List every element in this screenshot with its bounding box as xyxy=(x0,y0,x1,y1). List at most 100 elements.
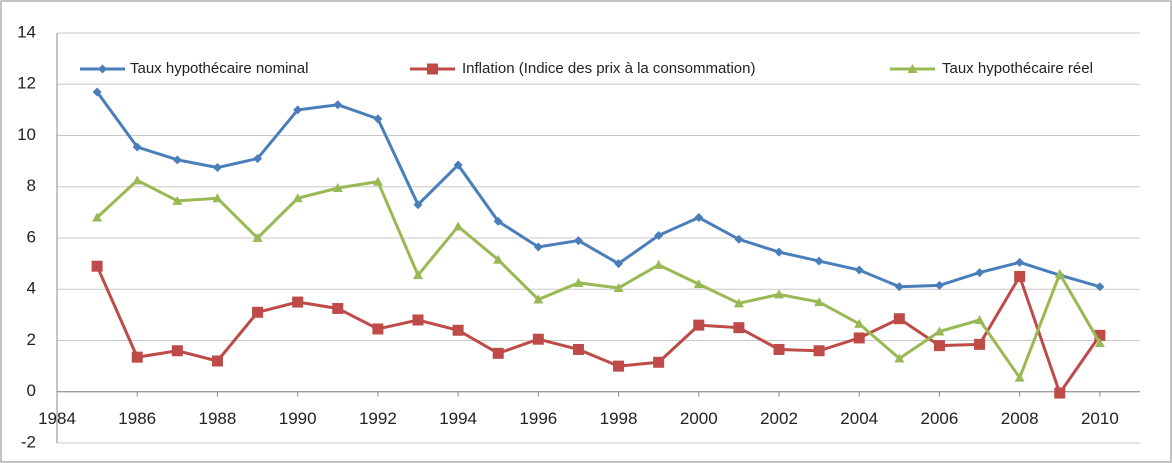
marker xyxy=(893,313,905,325)
marker xyxy=(493,254,504,264)
marker xyxy=(533,294,544,304)
marker xyxy=(814,297,825,307)
marker xyxy=(333,100,343,110)
marker xyxy=(172,155,182,165)
marker xyxy=(1094,329,1106,341)
marker xyxy=(1054,268,1065,278)
x-tick-label: 1996 xyxy=(519,409,557,428)
marker xyxy=(572,343,584,355)
marker xyxy=(934,326,945,336)
y-tick-label: -2 xyxy=(21,432,36,451)
y-tick-label: 0 xyxy=(27,381,36,400)
marker xyxy=(452,324,464,336)
marker xyxy=(813,345,825,357)
marker xyxy=(532,333,544,345)
marker xyxy=(252,233,263,242)
y-tick-label: 4 xyxy=(27,279,36,298)
x-tick-label: 2004 xyxy=(840,409,878,428)
marker xyxy=(293,105,303,115)
y-tick-label: 6 xyxy=(27,227,36,246)
marker xyxy=(413,200,423,210)
marker xyxy=(212,193,223,203)
marker xyxy=(774,247,784,257)
marker xyxy=(854,318,865,328)
x-tick-label: 1990 xyxy=(279,409,317,428)
marker xyxy=(1015,257,1025,267)
legend: Taux hypothécaire nominal Inflation (Ind… xyxy=(80,60,1093,77)
series-line xyxy=(95,91,1101,289)
marker xyxy=(413,270,423,280)
marker xyxy=(91,260,103,272)
series-line xyxy=(95,265,1102,397)
y-tick-label: 14 xyxy=(17,22,36,41)
marker xyxy=(694,213,704,222)
marker xyxy=(693,319,705,331)
marker xyxy=(1095,282,1105,292)
marker xyxy=(733,322,745,334)
marker xyxy=(292,193,303,203)
marker xyxy=(934,280,944,290)
marker xyxy=(974,315,985,324)
legend-label: Inflation (Indice des prix à la consomma… xyxy=(462,60,755,77)
marker xyxy=(172,195,183,205)
marker xyxy=(1054,387,1066,399)
marker xyxy=(933,340,945,352)
legend-marker xyxy=(427,63,438,75)
marker xyxy=(974,338,986,350)
marker xyxy=(975,268,985,278)
marker xyxy=(854,265,864,275)
legend-label: Taux hypothécaire nominal xyxy=(130,60,308,77)
marker xyxy=(132,142,142,152)
marker xyxy=(292,296,304,308)
marker xyxy=(573,236,583,246)
marker xyxy=(373,114,383,124)
y-tick-label: 10 xyxy=(17,125,36,144)
marker xyxy=(1014,270,1026,282)
x-tick-label: 2002 xyxy=(760,409,798,428)
legend-marker xyxy=(907,64,918,73)
x-tick-label: 1992 xyxy=(359,409,397,428)
x-tick-label: 1988 xyxy=(199,409,237,428)
y-tick-label: 2 xyxy=(27,330,36,349)
x-tick-label: 1986 xyxy=(118,409,156,428)
marker xyxy=(1094,338,1105,348)
legend-label: Taux hypothécaire réel xyxy=(942,60,1093,77)
marker xyxy=(1014,372,1025,382)
marker xyxy=(733,298,744,308)
x-tick-label: 1998 xyxy=(600,409,638,428)
x-tick-label: 1984 xyxy=(38,409,76,428)
marker xyxy=(653,356,665,368)
marker xyxy=(853,332,865,344)
x-tick-label: 2008 xyxy=(1001,409,1039,428)
marker xyxy=(693,279,704,289)
marker xyxy=(613,282,624,292)
marker xyxy=(573,277,584,287)
marker xyxy=(453,160,463,170)
marker xyxy=(453,221,464,231)
x-tick-label: 2006 xyxy=(921,409,959,428)
marker xyxy=(774,289,784,299)
marker xyxy=(171,345,183,357)
legend-marker xyxy=(98,64,107,74)
y-tick-label: 8 xyxy=(27,176,36,195)
marker xyxy=(92,212,103,222)
marker xyxy=(372,323,384,335)
marker xyxy=(212,163,222,173)
y-tick-label: 12 xyxy=(17,74,36,93)
marker xyxy=(252,306,264,318)
marker xyxy=(894,282,904,292)
marker xyxy=(211,355,223,367)
marker xyxy=(773,343,785,355)
x-tick-label: 1994 xyxy=(439,409,477,428)
marker xyxy=(131,351,143,363)
marker xyxy=(493,216,503,226)
marker xyxy=(734,234,744,244)
marker xyxy=(332,183,343,193)
marker xyxy=(894,353,905,363)
marker xyxy=(132,175,143,185)
marker xyxy=(253,154,263,164)
marker xyxy=(613,360,625,372)
marker xyxy=(533,242,543,252)
